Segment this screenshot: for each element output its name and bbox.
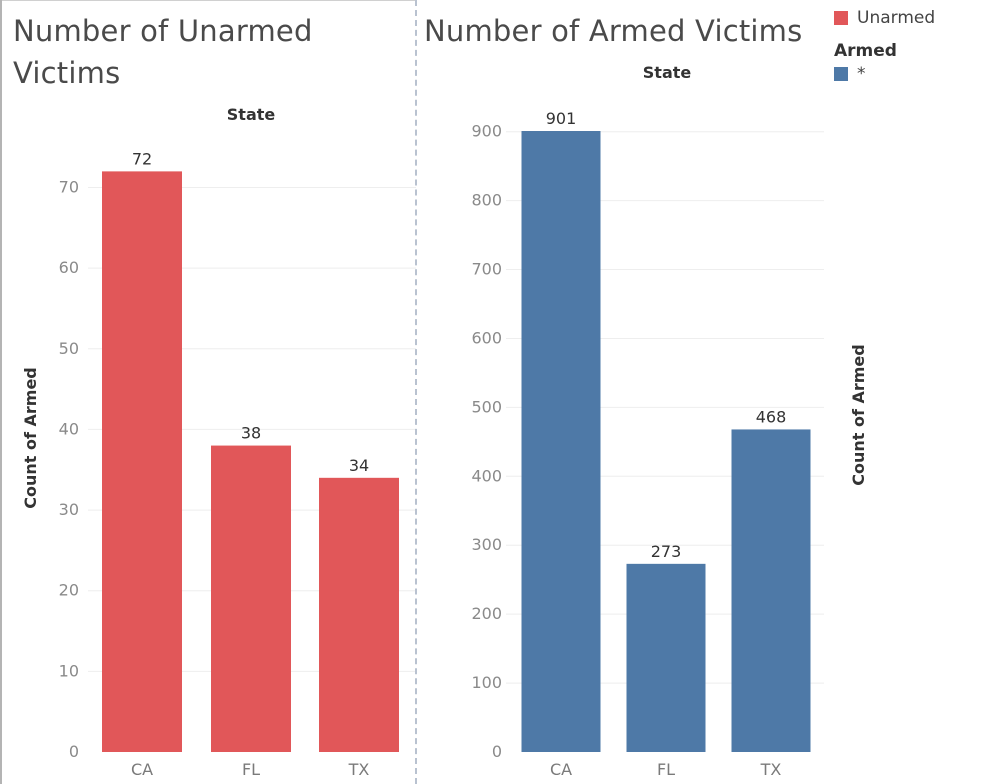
data-label: 38 bbox=[241, 424, 261, 443]
unarmed-chart-panel: Number of Unarmed Victims 0 10 20 30 40 50 60 7… bbox=[0, 0, 416, 784]
data-label: 468 bbox=[756, 407, 787, 426]
x-category-label: FL bbox=[242, 760, 260, 779]
bar-fl bbox=[211, 445, 291, 752]
y-tick-label: 30 bbox=[59, 500, 79, 519]
data-label: 34 bbox=[349, 456, 369, 475]
armed-chart-title: Number of Armed Victims bbox=[424, 14, 803, 48]
armed-color-swatch bbox=[834, 67, 848, 81]
y-tick-label: 300 bbox=[471, 535, 502, 554]
y-tick-label: 50 bbox=[59, 339, 79, 358]
y-axis-title: Count of Armed bbox=[849, 344, 868, 486]
legend: Unarmed Armed * bbox=[834, 6, 984, 86]
panel-divider[interactable] bbox=[415, 0, 417, 784]
armed-chart-panel: Number of Armed Victims 0 100 200 300 400 500… bbox=[418, 0, 868, 784]
y-tick-label: 900 bbox=[471, 122, 502, 141]
x-category-label: FL bbox=[657, 760, 675, 779]
y-tick-label: 40 bbox=[59, 419, 79, 438]
y-axis-title: Count of Armed bbox=[21, 367, 40, 509]
y-tick-label: 800 bbox=[471, 191, 502, 210]
column-header: State bbox=[643, 63, 692, 82]
y-tick-label: 100 bbox=[471, 673, 502, 692]
legend-label-unarmed: Unarmed bbox=[857, 8, 936, 28]
data-label: 901 bbox=[546, 109, 577, 128]
bar-fl bbox=[626, 563, 706, 752]
column-header: State bbox=[227, 105, 276, 124]
x-category-label: CA bbox=[131, 760, 153, 779]
unarmed-chart-title: Number of Unarmed Victims bbox=[13, 14, 313, 90]
y-tick-label: 60 bbox=[59, 258, 79, 277]
unarmed-bar-chart: 0 10 20 30 40 50 60 70 Count of Armed State 72 CA 38… bbox=[21, 105, 416, 779]
y-tick-label: 70 bbox=[59, 178, 79, 197]
top-rule bbox=[0, 0, 416, 1]
bar-tx bbox=[731, 429, 811, 752]
armed-bar-chart: 0 100 200 300 400 500 600 700 800 900 Count of Arm… bbox=[471, 63, 868, 779]
x-category-label: CA bbox=[550, 760, 572, 779]
bar-ca bbox=[102, 171, 182, 752]
bar-tx bbox=[319, 477, 399, 752]
y-tick-label: 600 bbox=[471, 328, 502, 347]
y-tick-label: 0 bbox=[492, 742, 502, 761]
y-tick-label: 500 bbox=[471, 397, 502, 416]
y-tick-label: 0 bbox=[69, 742, 79, 761]
x-category-label: TX bbox=[348, 760, 370, 779]
legend-label-armed: * bbox=[857, 64, 866, 84]
y-tick-label: 400 bbox=[471, 466, 502, 485]
y-tick-label: 10 bbox=[59, 661, 79, 680]
data-label: 273 bbox=[651, 542, 682, 561]
x-category-label: TX bbox=[760, 760, 782, 779]
data-label: 72 bbox=[132, 149, 152, 168]
y-tick-label: 200 bbox=[471, 604, 502, 623]
legend-title-armed: Armed bbox=[834, 41, 897, 61]
unarmed-color-swatch bbox=[834, 11, 848, 25]
bar-ca bbox=[521, 131, 601, 753]
y-tick-label: 700 bbox=[471, 260, 502, 279]
legend-item-armed[interactable]: * bbox=[834, 62, 984, 86]
legend-item-unarmed[interactable]: Unarmed bbox=[834, 6, 984, 30]
y-tick-label: 20 bbox=[59, 581, 79, 600]
